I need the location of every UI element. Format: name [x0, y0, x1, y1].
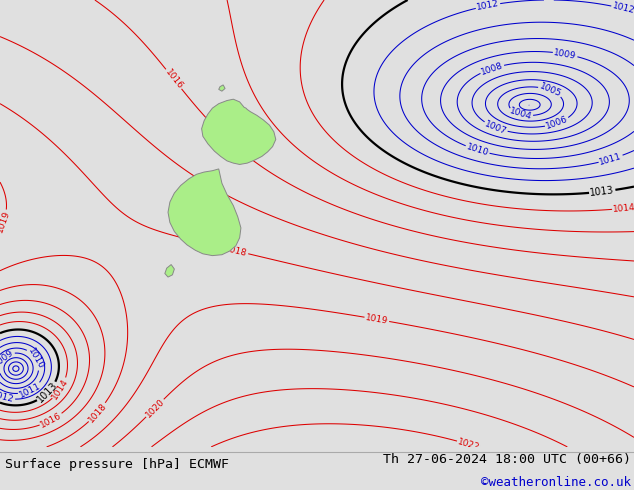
- Text: 1022: 1022: [456, 437, 481, 452]
- Text: Surface pressure [hPa] ECMWF: Surface pressure [hPa] ECMWF: [5, 458, 229, 470]
- Text: ©weatheronline.co.uk: ©weatheronline.co.uk: [481, 476, 631, 489]
- Text: 1011: 1011: [598, 151, 623, 167]
- Text: 1005: 1005: [538, 82, 562, 99]
- Text: 1013: 1013: [36, 380, 60, 405]
- Text: 1009: 1009: [0, 347, 15, 368]
- Text: 1014: 1014: [50, 377, 70, 401]
- Polygon shape: [202, 99, 276, 165]
- Text: 1020: 1020: [144, 397, 166, 419]
- Text: 1019: 1019: [0, 209, 11, 234]
- Text: Th 27-06-2024 18:00 UTC (00+66): Th 27-06-2024 18:00 UTC (00+66): [383, 453, 631, 466]
- Text: 1010: 1010: [27, 346, 46, 371]
- Text: 1011: 1011: [18, 381, 42, 399]
- Text: 1013: 1013: [590, 185, 615, 198]
- Text: 1008: 1008: [480, 61, 505, 76]
- Text: 1012: 1012: [476, 0, 500, 12]
- Text: 1016: 1016: [163, 67, 184, 91]
- Polygon shape: [168, 169, 241, 256]
- Polygon shape: [219, 85, 225, 91]
- Text: 1019: 1019: [365, 313, 389, 326]
- Text: 1007: 1007: [483, 119, 508, 136]
- Text: 1012: 1012: [611, 1, 634, 16]
- Text: 1016: 1016: [39, 411, 63, 429]
- Text: 1018: 1018: [224, 244, 249, 258]
- Text: 1014: 1014: [612, 203, 634, 214]
- Text: 1004: 1004: [508, 107, 533, 122]
- Text: 1012: 1012: [0, 390, 15, 404]
- Text: 1010: 1010: [465, 142, 490, 158]
- Text: 1006: 1006: [545, 115, 569, 131]
- Text: 1018: 1018: [86, 401, 108, 424]
- Text: 1009: 1009: [553, 48, 578, 61]
- Polygon shape: [165, 265, 174, 277]
